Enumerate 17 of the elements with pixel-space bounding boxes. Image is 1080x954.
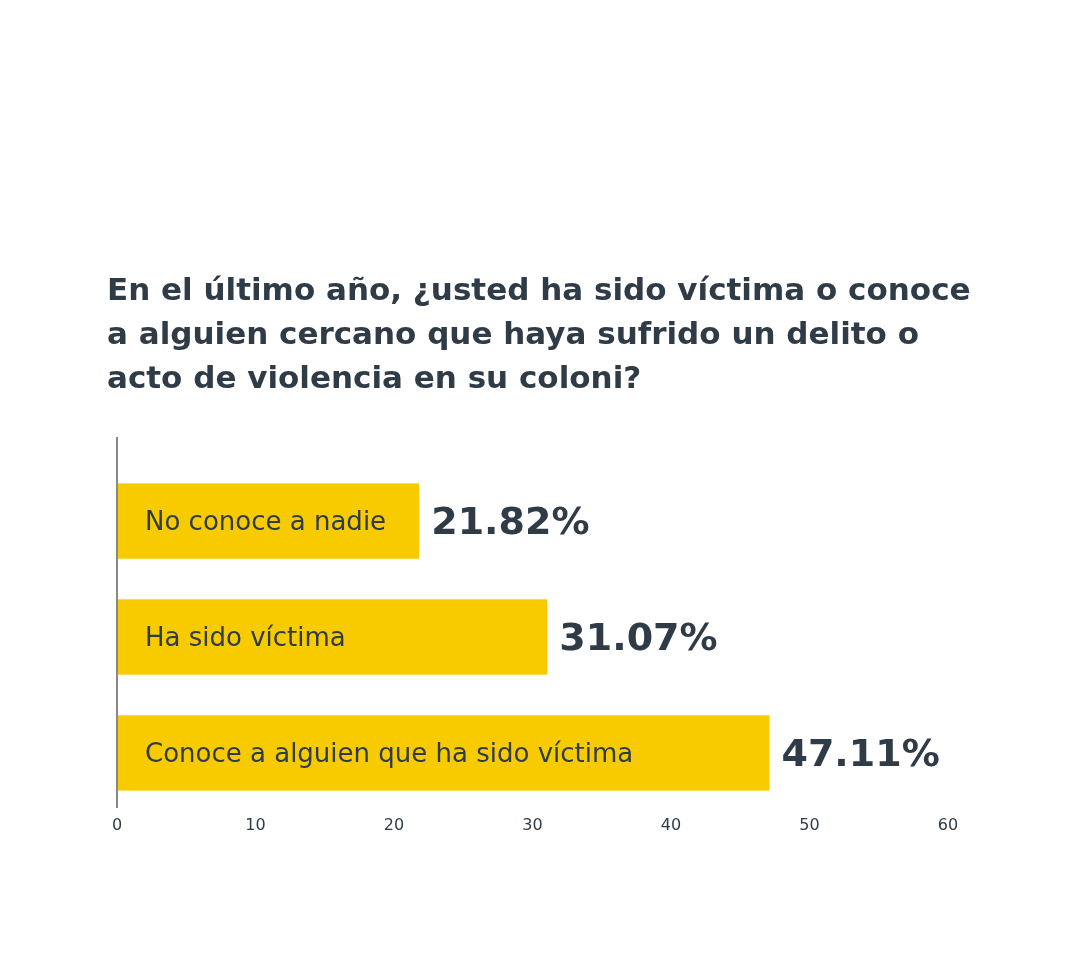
data-label: 21.82% — [431, 499, 590, 544]
y-tick-label: Ha sido víctima — [145, 622, 346, 653]
chart-title: En el último año, ¿usted ha sido víctima o conoce a alguien cercano que haya sufrido un delito o acto de violencia en su coloni? — [107, 271, 971, 395]
x-tick-label: 10 — [245, 815, 266, 834]
y-tick-label: Conoce a alguien que ha sido víctima — [145, 738, 634, 769]
x-tick-label: 50 — [799, 815, 820, 834]
bar — [117, 599, 548, 675]
data-label: 31.07% — [559, 615, 718, 660]
x-tick-label: 20 — [383, 815, 405, 834]
bar — [117, 715, 770, 791]
x-tick-label: 60 — [937, 815, 959, 834]
bar — [117, 483, 420, 559]
x-tick-label: 40 — [660, 815, 682, 834]
x-tick-label: 0 — [111, 815, 123, 834]
data-label: 47.11% — [781, 731, 940, 776]
y-tick-label: No conoce a nadie — [145, 506, 387, 537]
x-tick-label: 30 — [522, 815, 543, 834]
